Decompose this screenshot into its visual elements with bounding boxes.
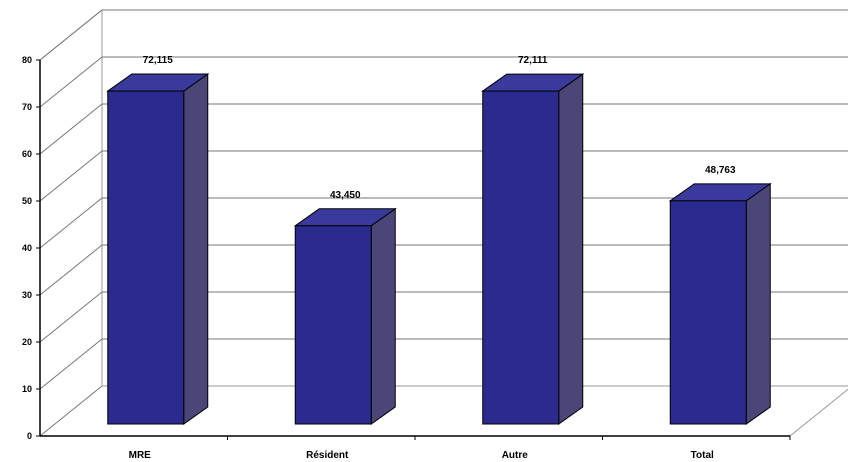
y-tick-label: 70 bbox=[22, 102, 32, 112]
floor-left-edge bbox=[39, 385, 103, 437]
x-tick-label: Résident bbox=[306, 450, 349, 461]
data-label: 48,763 bbox=[705, 165, 736, 176]
y-tick-label: 20 bbox=[22, 337, 32, 347]
gridline-side bbox=[39, 291, 103, 343]
axes: 0 10 20 30 40 50 60 70 80 bbox=[22, 55, 791, 441]
bar bbox=[294, 225, 372, 425]
x-tick-label: Total bbox=[691, 450, 714, 461]
y-tick-label: 30 bbox=[22, 290, 32, 300]
data-label: 72,111 bbox=[518, 55, 548, 66]
gridline-side bbox=[39, 56, 103, 108]
y-tick-label: 60 bbox=[22, 149, 32, 159]
bar-side bbox=[558, 73, 584, 425]
y-tick-label: 80 bbox=[22, 55, 32, 65]
bar bbox=[482, 90, 560, 425]
gridline-side bbox=[39, 9, 103, 61]
floor-right-edge bbox=[789, 388, 848, 437]
y-tick-label: 0 bbox=[27, 431, 32, 441]
gridline-side bbox=[39, 150, 103, 202]
gridline-side bbox=[39, 244, 103, 296]
bars bbox=[106, 73, 772, 425]
bar-side bbox=[745, 182, 771, 425]
bar bbox=[107, 90, 185, 425]
bar-side bbox=[370, 207, 396, 425]
bar-side bbox=[183, 73, 209, 425]
y-tick-label: 40 bbox=[22, 243, 32, 253]
labels: 72,115 MRE 43,450 Résident 72,111 Autre 48,763… bbox=[129, 55, 736, 461]
data-label: 72,115 bbox=[143, 55, 173, 66]
gridline-side bbox=[39, 197, 103, 249]
x-tick-label: Autre bbox=[502, 450, 529, 461]
bar bbox=[669, 200, 747, 425]
y-tick-label: 10 bbox=[22, 384, 32, 394]
x-tick-label: MRE bbox=[129, 450, 152, 461]
gridline-side bbox=[39, 103, 103, 155]
y-tick-label: 50 bbox=[22, 196, 32, 206]
gridline-side bbox=[39, 338, 103, 390]
data-label: 43,450 bbox=[330, 190, 361, 201]
